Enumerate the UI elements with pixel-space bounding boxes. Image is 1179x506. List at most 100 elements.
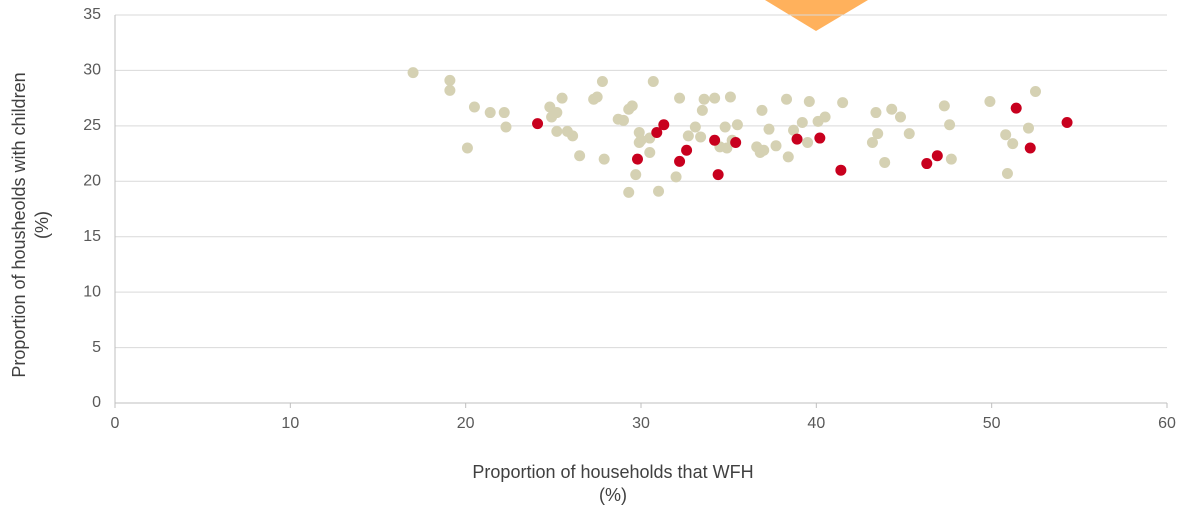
point xyxy=(782,151,794,163)
point xyxy=(567,130,579,142)
point xyxy=(617,114,629,126)
y-tick-label: 5 xyxy=(92,339,101,356)
point xyxy=(756,104,768,116)
point xyxy=(500,121,512,133)
point xyxy=(886,103,898,115)
point xyxy=(598,153,610,165)
point xyxy=(591,91,603,103)
y-tick-label: 10 xyxy=(83,283,101,300)
y-axis-label: (%) xyxy=(32,211,52,239)
y-tick-label: 20 xyxy=(83,173,101,190)
point xyxy=(802,136,814,148)
point xyxy=(498,107,510,119)
x-tick-label: 0 xyxy=(111,415,120,432)
point xyxy=(1061,117,1073,129)
point xyxy=(724,91,736,103)
point xyxy=(644,146,656,158)
point xyxy=(814,132,826,144)
point xyxy=(444,84,456,96)
point xyxy=(731,119,743,131)
point xyxy=(938,100,950,112)
point xyxy=(781,93,793,105)
point xyxy=(984,95,996,107)
point xyxy=(1030,85,1041,97)
point xyxy=(689,121,701,133)
point xyxy=(551,125,563,137)
point xyxy=(623,186,635,198)
point xyxy=(1001,168,1013,180)
point xyxy=(626,100,638,112)
point xyxy=(709,92,721,104)
point xyxy=(407,67,419,79)
point xyxy=(630,169,642,181)
x-tick-label: 50 xyxy=(983,415,1001,432)
point xyxy=(788,124,800,136)
point xyxy=(658,119,670,131)
y-tick-label: 25 xyxy=(83,117,101,134)
y-tick-label: 0 xyxy=(92,394,101,411)
point xyxy=(574,150,586,162)
x-tick-label: 10 xyxy=(281,415,299,432)
point xyxy=(921,158,933,170)
point xyxy=(763,123,775,135)
point xyxy=(872,128,884,140)
point xyxy=(758,144,770,156)
point xyxy=(903,128,915,140)
y-tick-label: 35 xyxy=(83,6,101,23)
point xyxy=(796,117,808,129)
point xyxy=(944,119,956,131)
point xyxy=(698,93,710,105)
point xyxy=(444,74,456,86)
point xyxy=(719,121,731,133)
point xyxy=(484,107,496,119)
point xyxy=(532,118,544,130)
point xyxy=(803,95,815,107)
point xyxy=(709,134,721,146)
point xyxy=(670,171,682,183)
point xyxy=(894,111,906,123)
point xyxy=(866,136,878,148)
point xyxy=(653,185,665,197)
point xyxy=(682,130,694,142)
point xyxy=(879,156,891,168)
point xyxy=(695,131,707,143)
x-axis-label: (%) xyxy=(599,485,627,505)
point xyxy=(791,133,803,145)
point xyxy=(468,101,480,113)
point xyxy=(870,107,882,119)
point xyxy=(770,140,782,152)
point xyxy=(721,142,733,154)
point xyxy=(1024,142,1036,154)
point xyxy=(931,150,943,162)
y-tick-label: 15 xyxy=(83,228,101,245)
x-axis-label: Proportion of households that WFH xyxy=(472,462,753,482)
point xyxy=(633,136,645,148)
point xyxy=(551,107,563,119)
point xyxy=(674,155,686,167)
point xyxy=(596,76,608,88)
x-tick-label: 40 xyxy=(807,415,825,432)
point xyxy=(837,97,849,109)
point xyxy=(631,153,643,165)
x-tick-label: 20 xyxy=(457,415,475,432)
point xyxy=(1000,129,1012,141)
point xyxy=(835,164,847,176)
point xyxy=(1010,102,1022,114)
point xyxy=(647,76,659,88)
point xyxy=(556,92,568,104)
point xyxy=(712,169,724,181)
point xyxy=(674,92,686,104)
y-tick-label: 30 xyxy=(83,62,101,79)
point xyxy=(681,144,693,156)
point xyxy=(461,142,473,154)
point xyxy=(730,136,742,148)
x-tick-label: 60 xyxy=(1158,415,1176,432)
point xyxy=(945,153,957,165)
point xyxy=(651,127,663,139)
point xyxy=(819,111,831,123)
point xyxy=(1022,122,1034,134)
x-tick-label: 30 xyxy=(632,415,650,432)
point xyxy=(1007,138,1019,150)
y-axis-label: Proportion of housheolds with children xyxy=(9,72,29,377)
